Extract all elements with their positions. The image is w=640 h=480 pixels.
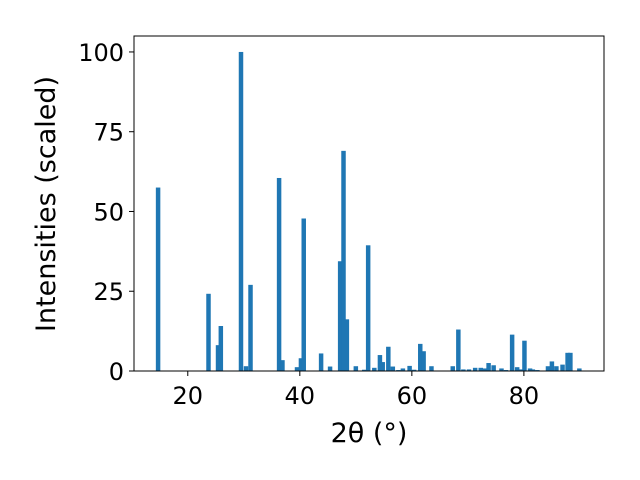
bar	[386, 346, 391, 371]
y-tick-label: 50	[93, 198, 124, 226]
bar	[337, 261, 343, 371]
bar	[486, 363, 491, 371]
bar	[565, 352, 570, 371]
y-tick-label: 75	[93, 119, 124, 147]
y-axis-label: Intensities (scaled)	[31, 76, 62, 332]
bar	[361, 369, 367, 371]
bar	[218, 326, 224, 371]
x-axis-label: 2θ (°)	[331, 418, 408, 449]
bars-group	[155, 51, 582, 371]
bar	[294, 367, 300, 371]
y-tick-label: 100	[78, 39, 124, 67]
bar	[554, 366, 559, 371]
bar	[365, 245, 371, 371]
bar	[341, 150, 346, 371]
bar	[418, 343, 423, 371]
bar	[530, 369, 536, 371]
bar	[353, 366, 359, 371]
bar	[372, 367, 377, 371]
bar	[429, 366, 434, 371]
bar	[466, 369, 472, 371]
bar	[301, 218, 306, 371]
bar	[215, 345, 221, 371]
bar	[390, 366, 396, 371]
plot-area-frame	[133, 35, 605, 372]
bar	[461, 369, 466, 371]
bar	[518, 369, 524, 371]
bar	[509, 334, 515, 371]
bar	[450, 366, 455, 371]
bar	[155, 187, 161, 371]
bar	[577, 368, 582, 371]
y-axis: 0 25 50 75 100	[78, 39, 134, 386]
bar	[560, 364, 565, 371]
y-tick-label: 25	[93, 278, 124, 306]
bar	[238, 51, 244, 371]
x-tick-label: 20	[173, 382, 204, 410]
bar	[482, 368, 487, 371]
bar	[280, 360, 285, 371]
bar	[380, 362, 385, 371]
bar	[206, 293, 211, 371]
bar	[377, 355, 383, 371]
bar	[514, 367, 520, 371]
bar	[472, 367, 478, 371]
bar	[456, 329, 461, 371]
x-tick-label: 40	[285, 382, 316, 410]
bar	[407, 365, 412, 371]
bar	[478, 367, 483, 371]
bar	[411, 369, 417, 371]
bar	[568, 352, 573, 371]
x-tick-label: 60	[397, 382, 428, 410]
bar	[400, 368, 406, 371]
bar	[499, 368, 504, 371]
x-tick-label: 80	[509, 382, 540, 410]
bar	[549, 361, 555, 371]
y-tick-label: 0	[109, 358, 124, 386]
bar	[491, 365, 496, 371]
bar	[522, 340, 527, 371]
bar	[248, 284, 253, 371]
bar	[298, 358, 304, 371]
x-axis: 20 40 60 80	[173, 371, 540, 410]
bar	[344, 319, 350, 371]
bar	[327, 366, 333, 371]
bar	[545, 366, 551, 371]
bar	[421, 351, 426, 371]
bar	[243, 366, 249, 371]
bar	[318, 353, 324, 371]
bar	[276, 177, 282, 371]
bar	[527, 368, 533, 371]
